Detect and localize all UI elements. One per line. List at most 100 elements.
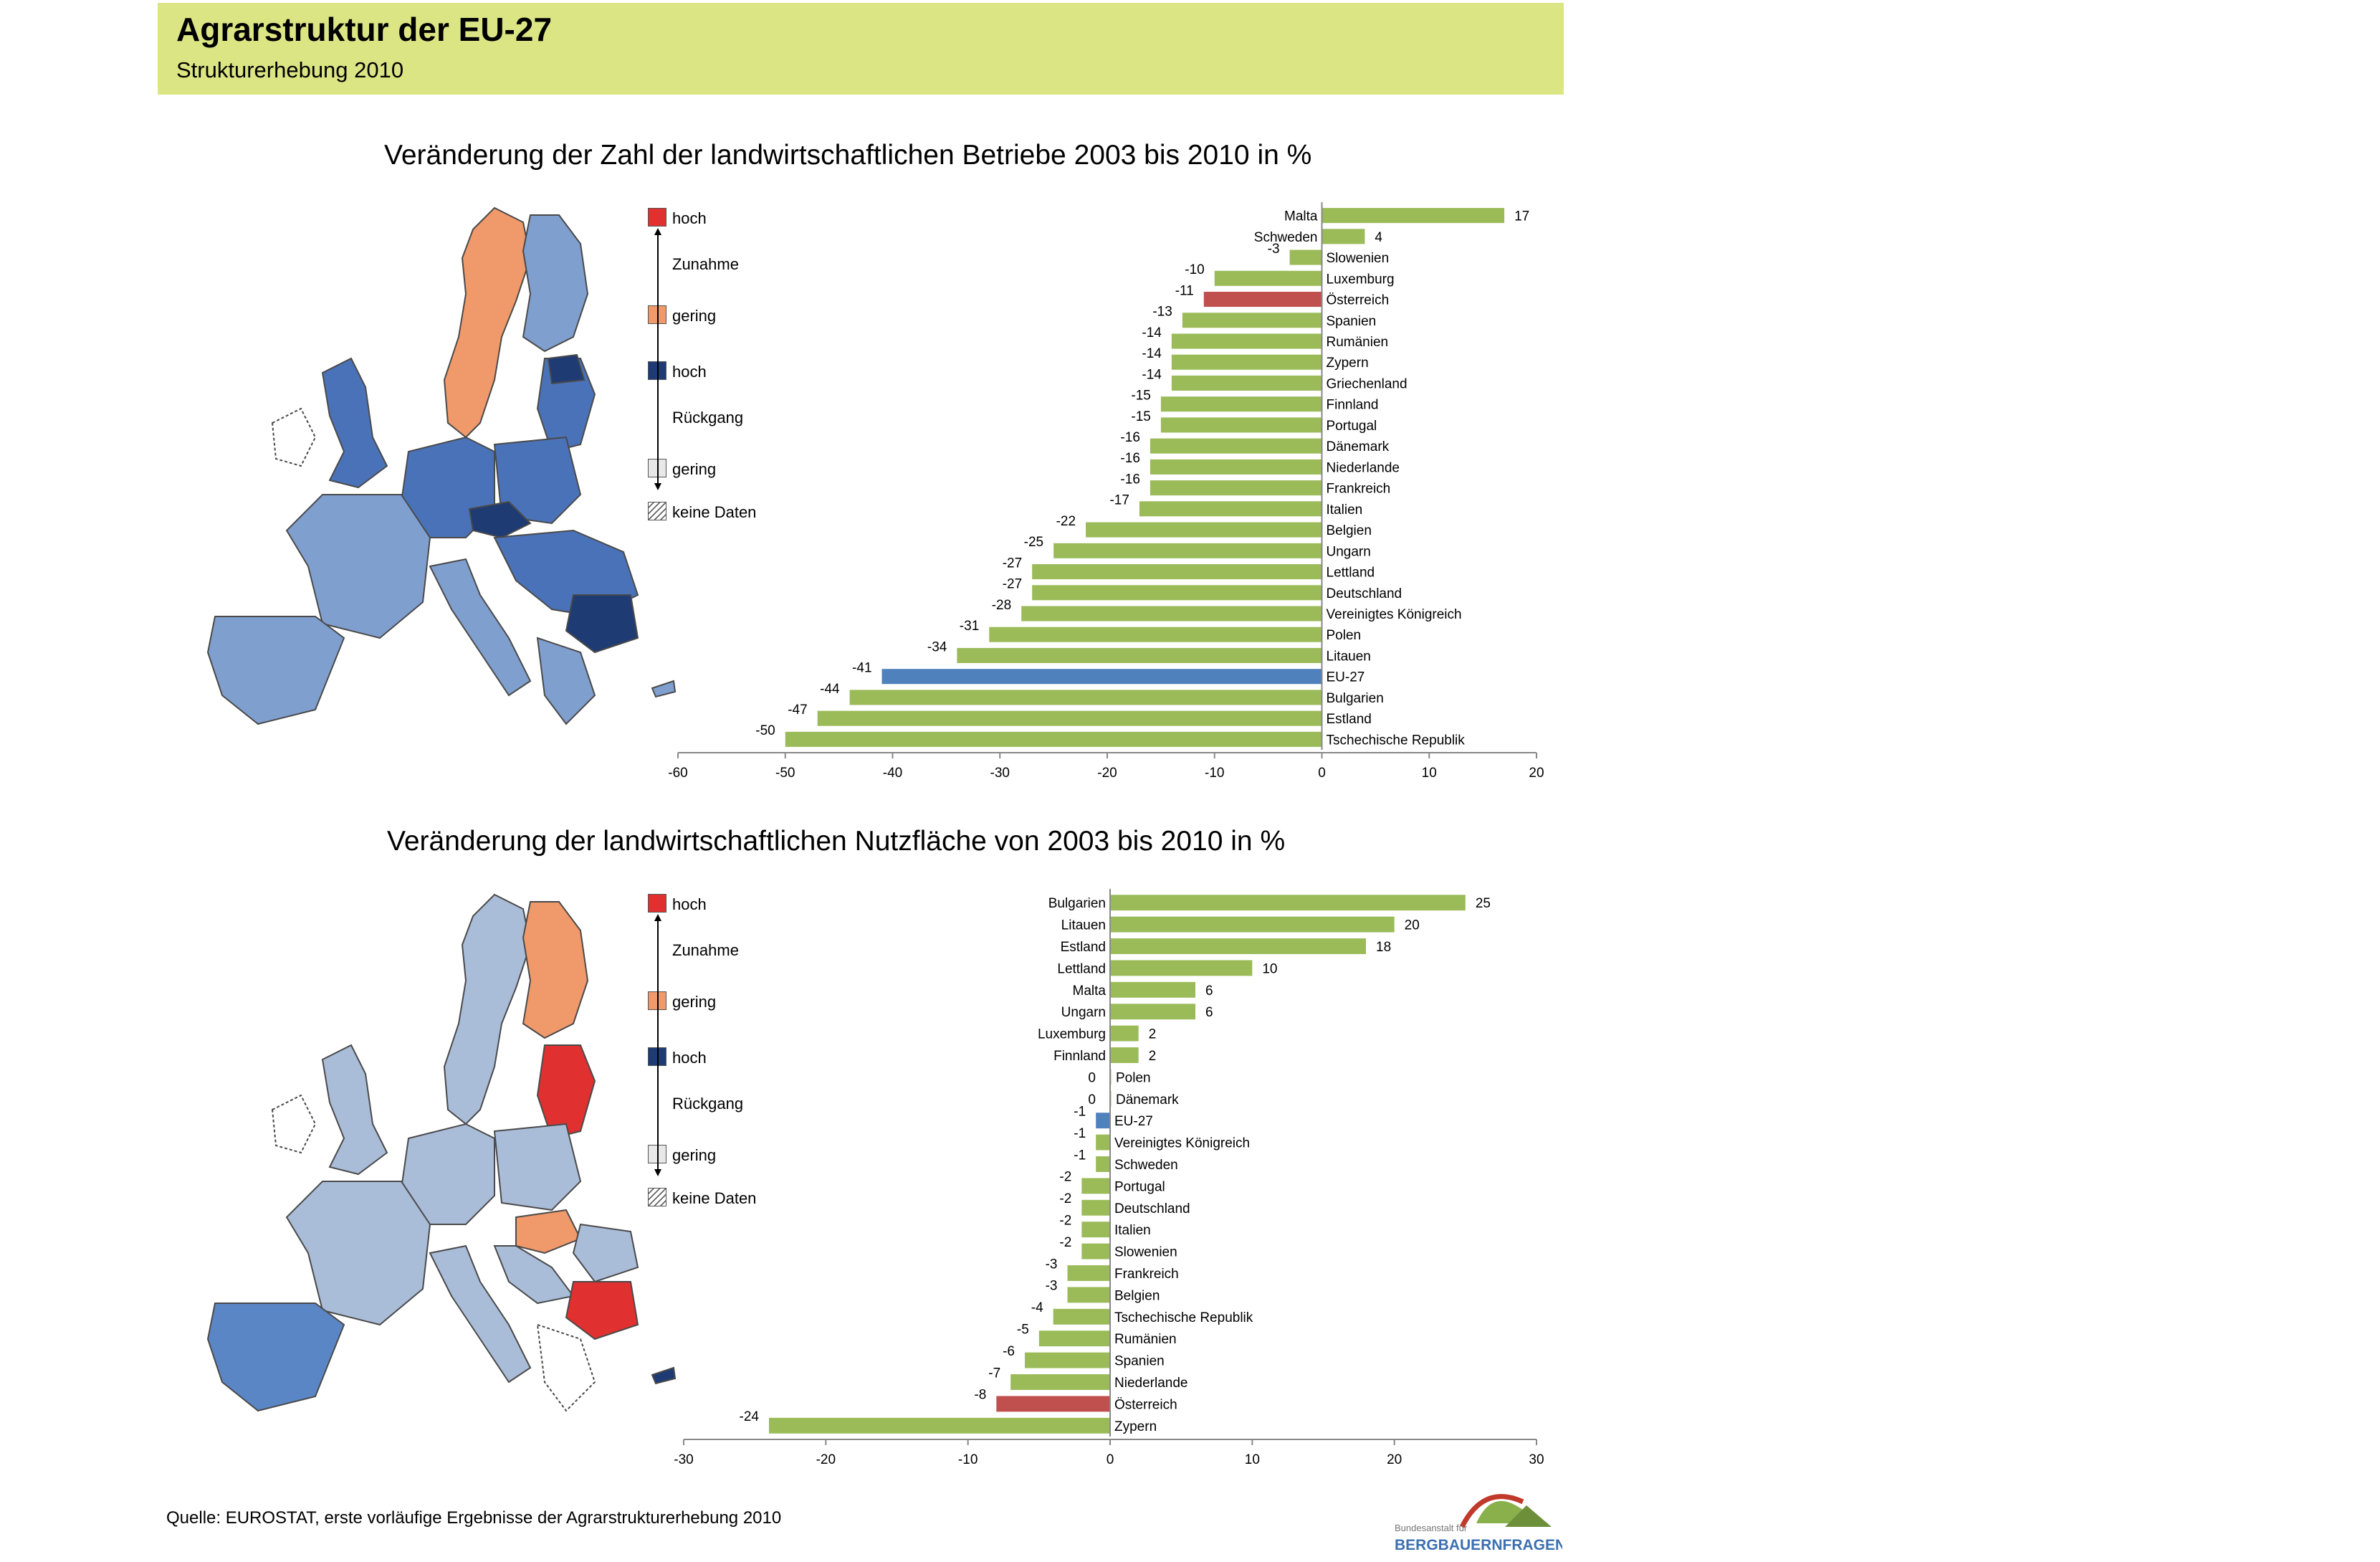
map-ireland — [271, 407, 317, 467]
data-label: -13 — [1152, 305, 1172, 320]
x-tick-label: 20 — [1529, 766, 1544, 781]
map-ireland — [271, 1094, 317, 1154]
bar — [1214, 270, 1322, 286]
bar — [1150, 480, 1322, 496]
bar — [817, 710, 1322, 726]
bar — [1021, 606, 1322, 622]
bar — [1160, 417, 1322, 433]
category-label: Vereinigtes Königreich — [1114, 1136, 1250, 1151]
legend-betriebe: hoch Zunahme gering hoch Rückgang gering… — [645, 206, 817, 522]
category-label: Bulgarien — [1327, 691, 1384, 706]
bar — [1010, 1374, 1110, 1390]
data-label: -16 — [1120, 451, 1139, 466]
category-label: Finnland — [1053, 1049, 1106, 1064]
bar — [1032, 585, 1322, 601]
map-scandinavia — [443, 206, 532, 439]
category-label: Luxemburg — [1327, 272, 1395, 287]
bar — [957, 647, 1322, 663]
bar — [1086, 522, 1322, 538]
map-cyprus — [651, 1366, 677, 1385]
category-label: Polen — [1116, 1070, 1151, 1085]
page-subtitle: Strukturerhebung 2010 — [176, 57, 404, 82]
bar — [1110, 895, 1466, 911]
chart1-title: Veränderung der Zahl der landwirtschaftl… — [384, 140, 1312, 171]
data-label: -1 — [1074, 1105, 1086, 1120]
bar — [1067, 1265, 1110, 1281]
legend-label-hoch: hoch — [672, 209, 707, 227]
category-label: Malta — [1284, 209, 1318, 224]
category-label: Bulgarien — [1048, 896, 1106, 911]
data-label: -11 — [1175, 283, 1194, 298]
x-tick-label: 30 — [1529, 1452, 1544, 1467]
data-label: 6 — [1205, 1005, 1213, 1020]
category-label: Polen — [1327, 628, 1362, 643]
legend-label-keine-daten: keine Daten — [672, 1189, 757, 1207]
bar — [1322, 208, 1505, 224]
bar — [1322, 229, 1365, 244]
legend-swatch-high-increase — [648, 894, 666, 913]
bar — [1110, 1047, 1139, 1063]
legend-label-gering: gering — [672, 460, 717, 478]
data-label: -47 — [788, 703, 807, 718]
bar — [1203, 292, 1322, 308]
map-finland — [522, 901, 589, 1039]
category-label: Ungarn — [1061, 1005, 1106, 1020]
category-label: Frankreich — [1114, 1267, 1179, 1282]
x-tick-label: -10 — [1205, 766, 1224, 781]
bar — [1053, 1308, 1110, 1325]
bar — [996, 1396, 1110, 1412]
data-label: -27 — [1003, 577, 1022, 592]
data-label: -16 — [1120, 472, 1139, 487]
bar — [1081, 1221, 1110, 1238]
bar — [1139, 501, 1322, 517]
data-label: 10 — [1262, 961, 1277, 976]
data-label: 0 — [1088, 1092, 1096, 1108]
x-tick-label: 0 — [1107, 1452, 1114, 1467]
map-cyprus — [651, 680, 677, 698]
bar — [1171, 354, 1322, 370]
x-tick-label: -10 — [958, 1452, 978, 1467]
bar — [1150, 438, 1322, 454]
bar — [1067, 1287, 1110, 1303]
data-label: -4 — [1031, 1300, 1043, 1315]
data-label: -3 — [1046, 1279, 1058, 1294]
data-label: -34 — [927, 639, 947, 654]
data-label: -44 — [820, 682, 840, 697]
map-romania — [572, 1223, 639, 1283]
category-label: Italien — [1327, 503, 1363, 518]
bar-chart-betriebe: Malta 17 Schweden 4 Slowenien -3 Luxemburg -10 Ö… — [668, 202, 1544, 781]
category-label: Niederlande — [1327, 460, 1400, 475]
category-label: Tschechische Republik — [1114, 1310, 1253, 1325]
x-tick-label: -20 — [1097, 766, 1117, 781]
bar — [1081, 1199, 1110, 1216]
category-label: Estland — [1061, 940, 1106, 955]
legend-label-hoch: hoch — [672, 1049, 707, 1067]
category-label: Griechenland — [1327, 376, 1408, 391]
category-label: Litauen — [1061, 918, 1106, 933]
category-label: Vereinigtes Königreich — [1327, 607, 1462, 622]
legend-label-gering: gering — [672, 1146, 717, 1164]
logo-line1: Bundesanstalt für — [1395, 1523, 1468, 1533]
page-title: Agrarstruktur der EU-27 — [176, 11, 553, 48]
map-estonia — [547, 353, 586, 385]
category-label: Lettland — [1057, 961, 1106, 976]
data-label: -5 — [1017, 1323, 1029, 1338]
bar — [1171, 333, 1322, 349]
category-label: Portugal — [1327, 419, 1377, 434]
bar — [1150, 459, 1322, 475]
data-label: 20 — [1405, 918, 1420, 933]
data-label: -25 — [1024, 535, 1043, 550]
category-label: EU-27 — [1327, 670, 1365, 685]
legend-label-hoch: hoch — [672, 363, 707, 381]
data-label: -17 — [1109, 493, 1129, 508]
data-label: 6 — [1205, 984, 1213, 999]
map-bulgaria — [565, 1281, 639, 1340]
category-label: EU-27 — [1114, 1114, 1153, 1129]
category-label: Schweden — [1254, 230, 1318, 245]
bar — [1025, 1352, 1110, 1368]
category-label: Slowenien — [1114, 1245, 1177, 1260]
bar — [1096, 1113, 1110, 1129]
map-finland — [522, 214, 589, 353]
map-hungary — [515, 1209, 582, 1254]
category-label: Rumänien — [1327, 335, 1389, 350]
